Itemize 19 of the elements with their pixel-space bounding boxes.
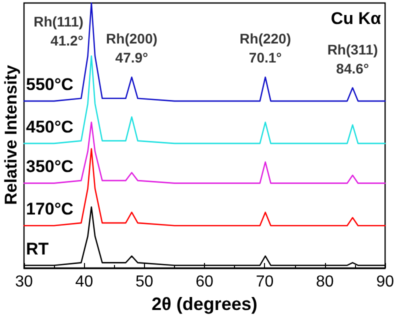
x-tick-label: 80	[316, 274, 334, 290]
x-tick-label: 60	[196, 274, 214, 290]
annotation: Rh(111) 41.2°	[34, 14, 84, 48]
x-tick-label: 90	[376, 274, 394, 290]
series-label: 550°C	[26, 75, 74, 94]
x-tick-label: 30	[15, 274, 33, 290]
series-label: 350°C	[26, 157, 74, 176]
x-tick-label: 50	[135, 274, 154, 290]
series-label: RT	[26, 239, 50, 258]
annotation: Cu Kα	[330, 9, 382, 28]
series-label: 450°C	[26, 117, 74, 136]
x-axis-title: 2θ (degrees)	[152, 294, 258, 314]
x-tick-label: 40	[75, 274, 94, 290]
annotation: Rh(311) 84.6°	[327, 41, 378, 76]
annotation: Rh(200) 47.9°	[106, 30, 158, 66]
x-tick-label: 70	[256, 274, 274, 290]
series-label: 170°C	[26, 200, 74, 219]
y-axis-title: Relative Intensity	[2, 64, 20, 205]
annotation: Rh(220) 70.1°	[240, 30, 292, 66]
